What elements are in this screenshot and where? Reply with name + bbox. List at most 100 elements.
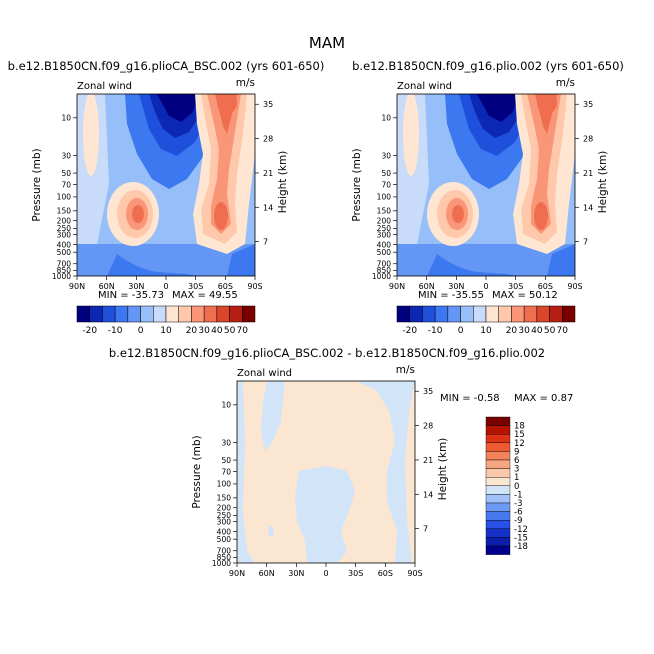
difference-colorbar-swatch — [485, 494, 511, 504]
left-variable-label: Zonal wind — [77, 81, 132, 92]
difference-y-tick-label: 850 — [217, 553, 232, 562]
left-colorbar-swatch — [203, 305, 218, 323]
difference-colorbar-swatch — [485, 434, 511, 444]
right-colorbar-swatch — [485, 305, 499, 323]
difference-y-tick-label: 50 — [221, 456, 231, 465]
right-y-tick-label: 300 — [377, 230, 392, 239]
right-colorbar-label: -20 — [402, 326, 417, 336]
right-x-tick-label: 0 — [483, 282, 488, 291]
difference-y-tick-label: 10 — [221, 401, 231, 410]
left-y-right-tick-label: 21 — [263, 169, 273, 178]
right-colorbar-swatch — [409, 305, 423, 323]
left-colorbar-label: 20 — [186, 326, 198, 336]
difference-colorbar-label: 15 — [514, 430, 525, 440]
left-colorbar-swatch — [89, 305, 103, 323]
difference-panel: b.e12.B1850CN.f09_g16.plioCA_BSC.002 - b… — [109, 346, 573, 578]
difference-y-tick-label: 250 — [217, 511, 232, 520]
left-y-tick-label: 30 — [61, 151, 71, 160]
right-x-tick-label: 90S — [567, 282, 582, 291]
difference-colorbar-swatch — [485, 416, 511, 426]
left-colorbar-swatch — [165, 305, 179, 323]
left-y-tick-label: 50 — [61, 169, 71, 178]
right-y-right-tick-label: 28 — [583, 135, 593, 144]
right-y-right-tick-label: 7 — [583, 238, 588, 247]
difference-ylabel-right: Height (km) — [437, 438, 449, 501]
figure-title: MAM — [309, 34, 345, 52]
left-colorbar-swatch — [216, 305, 230, 323]
right-colorbar-swatch — [523, 305, 538, 323]
difference-colorbar-swatch — [485, 451, 511, 461]
difference-colorbar-swatch — [485, 537, 511, 547]
left-y-right-tick-label: 35 — [263, 100, 273, 109]
right-colorbar-label: 40 — [531, 326, 543, 336]
left-y-tick-label: 400 — [57, 240, 72, 249]
right-y-right-tick-label: 14 — [583, 203, 593, 212]
difference-y-tick-label: 100 — [217, 480, 232, 489]
left-ylabel: Pressure (mb) — [31, 148, 43, 221]
right-panel-title: b.e12.B1850CN.f09_g16.plio.002 (yrs 601-… — [352, 59, 624, 73]
left-colorbar-swatch — [191, 305, 205, 323]
left-x-tick-label: 60N — [99, 282, 115, 291]
left-contour-field — [77, 94, 255, 276]
difference-colorbar-swatch — [485, 545, 511, 555]
right-x-tick-label: 60N — [419, 282, 435, 291]
difference-colorbar-swatch — [485, 477, 511, 487]
left-colorbar-label: 50 — [224, 326, 236, 336]
left-x-tick-label: 90N — [69, 282, 85, 291]
left-colorbar-label: 40 — [211, 326, 223, 336]
right-colorbar-label: 10 — [480, 326, 492, 336]
difference-colorbar-swatch — [485, 502, 511, 512]
right-colorbar-swatch — [498, 305, 512, 323]
right-y-tick-label: 150 — [377, 207, 392, 216]
difference-colorbar-swatch — [485, 459, 511, 469]
right-y-tick-label: 500 — [377, 248, 392, 257]
difference-colorbar-label: -1 — [514, 490, 522, 500]
left-colorbar-swatch — [76, 305, 90, 323]
left-colorbar-label: 0 — [138, 326, 144, 336]
left-y-tick-label: 500 — [57, 248, 72, 257]
difference-y-tick-label: 500 — [217, 535, 232, 544]
difference-colorbar-label: 6 — [514, 456, 519, 466]
left-colorbar-label: -20 — [82, 326, 97, 336]
difference-y-right-tick-label: 14 — [423, 490, 433, 499]
difference-min-label: MIN = -0.58 — [440, 393, 500, 404]
right-y-tick-label: 1000 — [372, 272, 391, 281]
right-colorbar-swatch — [473, 305, 487, 323]
right-x-tick-label: 90N — [389, 282, 405, 291]
right-y-tick-label: 10 — [381, 114, 391, 123]
right-variable-label: Zonal wind — [397, 81, 452, 92]
right-colorbar-swatch — [460, 305, 474, 323]
left-colorbar-swatch — [140, 305, 154, 323]
left-y-right-tick-label: 14 — [263, 203, 273, 212]
right-colorbar-swatch — [549, 305, 563, 323]
right-colorbar-label: 70 — [557, 326, 569, 336]
right-y-tick-label: 400 — [377, 240, 392, 249]
difference-colorbar-swatch — [485, 528, 511, 538]
difference-colorbar-label: -12 — [514, 525, 528, 535]
left-x-tick-label: 60S — [218, 282, 233, 291]
difference-colorbar-swatch — [485, 511, 511, 521]
right-colorbar: -20 -10 0 10 20 30 40 50 70 — [396, 305, 576, 336]
difference-contour-field — [237, 381, 415, 563]
difference-colorbar-label: -18 — [514, 542, 528, 552]
right-min-label: MIN = -35.55 — [418, 290, 484, 301]
left-y-tick-label: 850 — [57, 266, 72, 275]
right-y-tick-label: 200 — [377, 217, 392, 226]
right-colorbar-swatch — [434, 305, 449, 323]
difference-colorbar-label: 18 — [514, 422, 525, 432]
left-y-tick-label: 200 — [57, 217, 72, 226]
difference-y-right-tick-label: 28 — [423, 422, 433, 431]
right-panel: b.e12.B1850CN.f09_g16.plio.002 (yrs 601-… — [351, 59, 624, 336]
left-min-label: MIN = -35.73 — [98, 290, 164, 301]
difference-y-tick-label: 200 — [217, 504, 232, 513]
right-y-tick-label: 850 — [377, 266, 392, 275]
difference-x-tick-label: 0 — [323, 569, 328, 578]
left-units-label: m/s — [236, 77, 255, 89]
right-colorbar-label: 30 — [518, 326, 530, 336]
left-panel-title: b.e12.B1850CN.f09_g16.plioCA_BSC.002 (yr… — [8, 59, 325, 73]
difference-colorbar-label: -15 — [514, 533, 528, 543]
difference-y-tick-label: 30 — [221, 438, 231, 447]
right-units-label: m/s — [556, 77, 575, 89]
